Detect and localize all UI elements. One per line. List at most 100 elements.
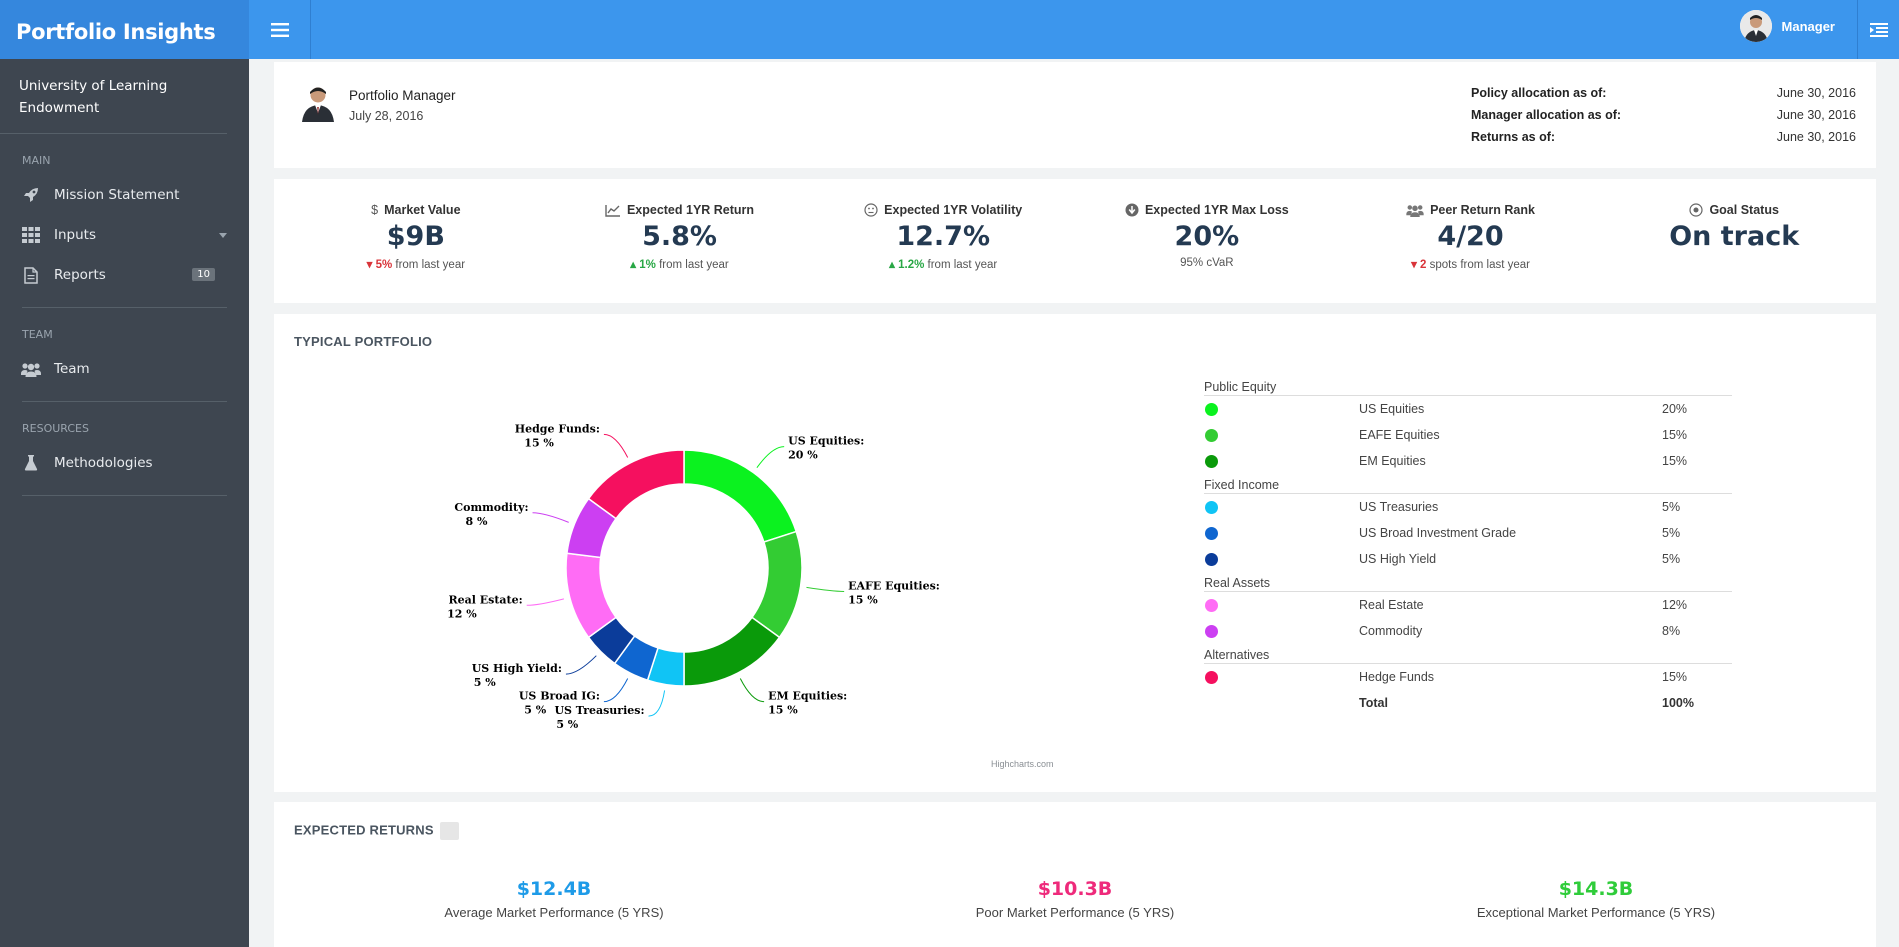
meh-face-icon <box>864 203 878 217</box>
return-amount: $10.3B <box>1037 878 1113 900</box>
hamburger-icon <box>270 22 289 37</box>
allocation-row: Policy allocation as of: June 30, 2016 <box>1471 86 1856 108</box>
typical-portfolio-card: TYPICAL PORTFOLIO US Equities: 20 % EAFE E… <box>274 314 1876 792</box>
section-title-resources: RESOURCES <box>22 422 89 435</box>
kpi-label: Peer Return Rank <box>1430 203 1535 217</box>
allocation-value: June 30, 2016 <box>1776 86 1856 100</box>
kpi-sub: spots from last year <box>1429 259 1530 271</box>
line-chart-icon <box>605 204 620 217</box>
kpi-label: Expected 1YR Volatility <box>884 203 1023 217</box>
table-row: Commodity 8% <box>1204 618 1732 644</box>
table-row: US Broad Investment Grade 5% <box>1204 520 1732 546</box>
kpi-value: 4/20 <box>1437 221 1504 252</box>
sidebar-item-label: Reports <box>54 267 106 283</box>
grid-icon <box>21 225 41 245</box>
asset-pct: 15% <box>1662 454 1688 468</box>
asset-name: US Treasuries <box>1359 500 1439 514</box>
slice-value-label: 15 % <box>848 593 878 606</box>
right-panel-toggle-button[interactable] <box>1857 0 1899 59</box>
asset-name: EM Equities <box>1359 454 1426 468</box>
asset-pct: 5% <box>1662 552 1681 566</box>
sidebar-item-inputs[interactable]: Inputs <box>0 215 249 255</box>
asset-name: EAFE Equities <box>1359 428 1440 442</box>
slice-label: EAFE Equities: <box>848 579 940 592</box>
slice-label: Real Estate: <box>449 593 523 606</box>
manager-date: July 28, 2016 <box>349 109 424 123</box>
return-amount: $12.4B <box>516 878 592 900</box>
manager-card: Portfolio Manager July 28, 2016 Policy a… <box>274 62 1876 168</box>
allocation-row: Manager allocation as of: June 30, 2016 <box>1471 108 1856 130</box>
kpi-value: 20% <box>1174 221 1240 252</box>
donut-slice[interactable] <box>683 449 798 543</box>
slice-label: Commodity: <box>454 501 528 514</box>
asset-name: Real Estate <box>1359 598 1424 612</box>
slice-value-label: 15 % <box>524 436 554 449</box>
kpi-expected-return: Expected 1YR Return 5.8% ▴ 1% from last … <box>548 179 812 303</box>
label-connector <box>603 433 629 458</box>
asset-pct: 20% <box>1662 402 1688 416</box>
allocation-label: Manager allocation as of: <box>1471 108 1622 122</box>
slice-label: US High Yield: <box>472 662 562 675</box>
donut-slice[interactable] <box>587 449 685 520</box>
slice-label: US Equities: <box>788 435 864 448</box>
group-header: Public Equity <box>1204 376 1732 396</box>
label-connector <box>648 690 666 717</box>
sidebar-item-team[interactable]: Team <box>0 349 249 389</box>
donut-slice[interactable] <box>683 616 781 687</box>
legend-color-dot <box>1205 402 1218 416</box>
sidebar-item-label: Mission Statement <box>54 187 180 203</box>
asset-pct: 8% <box>1662 624 1681 638</box>
kpi-label: Market Value <box>384 203 461 217</box>
allocation-table: Public Equity US Equities 20% EAFE Equiti… <box>1204 376 1732 716</box>
return-exceptional: $14.3B Exceptional Market Performance (5… <box>1416 878 1776 920</box>
legend-color-dot <box>1205 454 1218 468</box>
donut-slice[interactable] <box>750 530 803 639</box>
app-title[interactable]: Portfolio Insights <box>0 0 249 59</box>
kpi-card: $ Market Value $9B ▾ 5% from last year Ex… <box>274 179 1876 303</box>
kpi-max-loss: Expected 1YR Max Loss 20% 95% cVaR <box>1075 179 1339 303</box>
legend-color-dot <box>1205 670 1218 684</box>
users-icon <box>21 359 41 379</box>
sidebar-item-methodologies[interactable]: Methodologies <box>0 443 249 483</box>
avatar <box>1739 10 1772 42</box>
slice-label: Hedge Funds: <box>515 422 600 435</box>
return-average: $12.4B Average Market Performance (5 YRS… <box>374 878 734 920</box>
list-indent-icon <box>1869 22 1888 37</box>
asset-name: Commodity <box>1359 624 1423 638</box>
info-badge[interactable] <box>439 822 459 840</box>
table-row: EAFE Equities 15% <box>1204 422 1732 448</box>
allocation-value: June 30, 2016 <box>1776 130 1856 144</box>
slice-label: US Broad IG: <box>519 690 600 703</box>
legend-color-dot <box>1205 598 1218 612</box>
sidebar-item-mission-statement[interactable]: Mission Statement <box>0 175 249 215</box>
kpi-sub: 95% cVaR <box>1180 257 1234 269</box>
kpi-change: 2 <box>1420 259 1427 271</box>
label-connector <box>806 586 845 592</box>
kpi-change: 1.2% <box>898 259 925 271</box>
allocation-row: Returns as of: June 30, 2016 <box>1471 130 1856 152</box>
section-title-main: MAIN <box>22 154 51 167</box>
arrow-circle-down-icon <box>1125 203 1139 217</box>
allocation-value: June 30, 2016 <box>1776 108 1856 122</box>
kpi-peer-rank: Peer Return Rank 4/20 ▾ 2 spots from las… <box>1339 179 1603 303</box>
asset-name: US Equities <box>1359 402 1425 416</box>
top-bar: Portfolio Insights Manager <box>0 0 1899 59</box>
kpi-change: 5% <box>375 259 393 271</box>
slice-value-label: 5 % <box>524 704 546 717</box>
sidebar-item-reports[interactable]: Reports 10 <box>0 255 249 295</box>
chevron-down-icon <box>219 233 227 238</box>
kpi-sub: from last year <box>395 259 466 271</box>
menu-toggle-button[interactable] <box>249 0 311 59</box>
chart-credits[interactable]: Highcharts.com <box>991 759 1054 769</box>
flask-icon <box>21 453 41 473</box>
label-connector <box>565 655 597 675</box>
dollar-icon: $ <box>371 203 379 217</box>
manager-avatar <box>300 82 336 122</box>
total-pct: 100% <box>1662 696 1694 710</box>
kpi-goal-status: Goal Status On track <box>1602 179 1866 303</box>
legend-color-dot <box>1205 428 1218 442</box>
user-menu[interactable]: Manager <box>1739 10 1835 42</box>
label-connector <box>603 678 629 703</box>
asset-pct: 5% <box>1662 526 1681 540</box>
organization-name: University of Learning Endowment <box>0 59 227 134</box>
